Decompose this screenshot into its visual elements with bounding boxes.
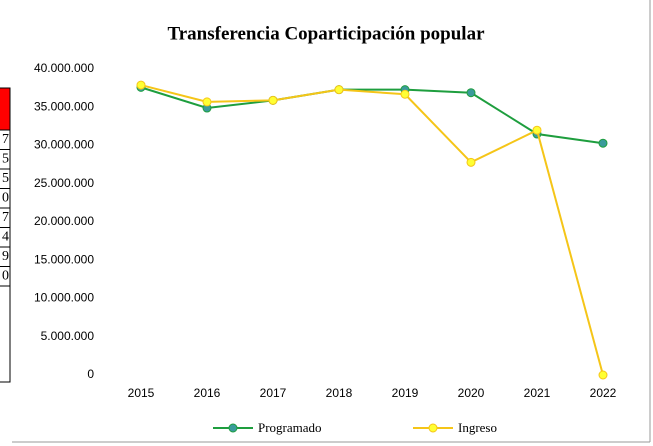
table-cell	[0, 285, 11, 383]
y-tick-label: 30.000.000	[34, 138, 94, 152]
series-marker	[598, 370, 608, 380]
series-marker	[598, 138, 608, 148]
table-header-cell	[0, 87, 11, 131]
x-tick-label: 2015	[128, 386, 155, 400]
x-tick-label: 2016	[194, 386, 221, 400]
table-cell-text: 7	[2, 132, 9, 147]
table-cell-text: 7	[2, 210, 9, 225]
series-line	[140, 84, 604, 376]
x-tick-label: 2020	[458, 386, 485, 400]
y-tick-label: 15.000.000	[34, 252, 94, 266]
legend-marker	[228, 423, 238, 433]
x-tick-label: 2022	[590, 386, 617, 400]
series-marker	[202, 97, 212, 107]
y-tick-label: 20.000.000	[34, 214, 94, 228]
x-tick-label: 2021	[524, 386, 551, 400]
table-cell-text: 0	[2, 191, 9, 206]
y-tick-label: 25.000.000	[34, 176, 94, 190]
y-tick-label: 35.000.000	[34, 99, 94, 113]
table-cell-text: 0	[2, 269, 9, 284]
table-cell-text: 4	[2, 230, 9, 245]
chart-title: Transferencia Coparticipación popular	[167, 23, 485, 44]
series-marker	[466, 157, 476, 167]
legend-marker	[428, 423, 438, 433]
y-tick-label: 40.000.000	[34, 61, 94, 75]
x-tick-label: 2018	[326, 386, 353, 400]
series-marker	[400, 89, 410, 99]
series-marker	[136, 80, 146, 90]
legend-label: Ingreso	[458, 420, 497, 435]
table-cell-text: 5	[2, 171, 9, 186]
x-tick-label: 2019	[392, 386, 419, 400]
series-line	[140, 86, 604, 145]
x-tick-label: 2017	[260, 386, 287, 400]
legend-label: Programado	[258, 420, 322, 435]
series-marker	[268, 95, 278, 105]
y-tick-label: 10.000.000	[34, 291, 94, 305]
y-tick-label: 5.000.000	[41, 329, 95, 343]
table-cell-text: 5	[2, 152, 9, 167]
series-marker	[334, 85, 344, 95]
y-tick-label: 0	[87, 367, 94, 381]
series-marker	[466, 88, 476, 98]
series-marker	[532, 125, 542, 135]
table-cell-text: 9	[2, 249, 9, 264]
